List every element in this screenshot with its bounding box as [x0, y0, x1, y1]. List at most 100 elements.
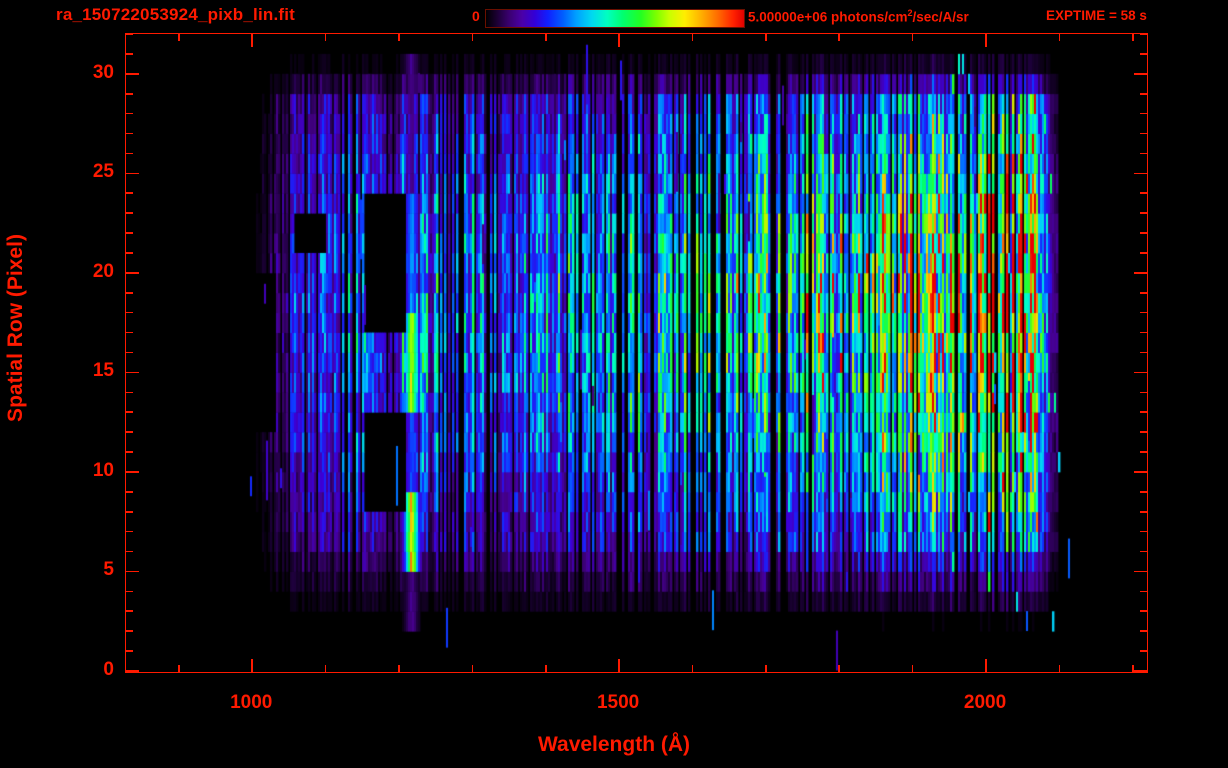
axis-tick — [1140, 411, 1147, 413]
axis-tick — [126, 53, 133, 55]
axis-tick — [126, 510, 133, 513]
axis-tick — [126, 451, 133, 453]
axis-tick — [126, 311, 133, 314]
axis-tick — [126, 33, 133, 35]
axis-tick — [126, 252, 133, 254]
axis-tick — [1134, 371, 1147, 374]
y-axis-tick-labels: 0 5 10 15 20 25 30 — [62, 33, 114, 680]
y-tick-label: 0 — [103, 659, 114, 680]
axis-tick — [398, 34, 400, 41]
axis-tick — [178, 665, 180, 672]
axis-tick — [126, 590, 133, 593]
y-axis-title: Spatial Row (Pixel) — [4, 234, 27, 422]
x-tick-label: 1000 — [230, 692, 273, 713]
axis-tick — [1140, 331, 1147, 334]
colorbar-gradient — [485, 9, 745, 28]
colorbar-max-value: 5.00000e+06 — [748, 9, 828, 25]
axis-tick — [126, 92, 133, 95]
axis-tick — [126, 630, 133, 632]
axis-tick — [251, 34, 253, 47]
axis-tick — [1140, 590, 1147, 593]
axis-tick — [618, 659, 620, 672]
axis-tick — [251, 659, 253, 672]
axis-tick — [126, 112, 133, 115]
axis-tick — [1131, 34, 1134, 41]
axis-tick — [1058, 34, 1061, 41]
axis-tick — [324, 34, 327, 41]
axis-tick — [1140, 650, 1147, 652]
y-tick-label: 25 — [92, 161, 114, 183]
axis-tick — [1140, 291, 1147, 294]
spectrogram-heatmap — [126, 34, 1146, 671]
axis-tick — [126, 530, 133, 533]
axis-tick — [126, 351, 133, 354]
y-tick-label: 5 — [103, 559, 114, 581]
axis-tick — [1140, 530, 1147, 533]
axis-tick — [126, 232, 133, 234]
axis-tick — [544, 665, 547, 672]
axis-tick — [126, 172, 139, 175]
axis-tick — [126, 471, 139, 473]
axis-tick — [1134, 471, 1147, 473]
colorbar-max-label: 5.00000e+06 photons/cm2/sec/A/sr — [748, 8, 969, 25]
axis-tick — [838, 665, 841, 672]
axis-tick — [1140, 630, 1147, 632]
axis-tick — [765, 34, 767, 41]
axis-tick — [691, 34, 694, 41]
axis-tick — [1140, 252, 1147, 254]
axis-tick — [126, 291, 133, 294]
axis-tick — [126, 73, 139, 75]
axis-tick — [126, 670, 139, 672]
axis-tick — [126, 610, 133, 613]
axis-tick — [126, 391, 133, 394]
x-axis-tick-labels: 1000 1500 2000 — [0, 692, 1228, 718]
axis-tick — [1140, 192, 1147, 195]
axis-tick — [1058, 665, 1061, 672]
axis-tick — [1140, 212, 1147, 214]
axis-tick — [1140, 92, 1147, 95]
colorbar-min-label: 0 — [472, 8, 480, 24]
colorbar-units-tail: /sec/A/sr — [912, 9, 969, 25]
axis-tick — [1134, 73, 1147, 75]
axis-tick — [1140, 610, 1147, 613]
axis-tick — [471, 665, 474, 672]
axis-tick — [126, 192, 133, 195]
axis-tick — [398, 665, 400, 672]
axis-tick — [1134, 172, 1147, 175]
axis-tick — [544, 34, 547, 41]
axis-tick — [1140, 510, 1147, 513]
axis-tick — [1140, 53, 1147, 55]
y-tick-label: 20 — [92, 260, 114, 282]
exptime-label: EXPTIME = 58 s — [1046, 8, 1147, 23]
x-axis-title: Wavelength (Å) — [537, 733, 691, 756]
file-title: ra_150722053924_pixb_lin.fit — [56, 5, 296, 24]
colorbar-units-exponent: 2 — [907, 8, 913, 18]
axis-tick — [1134, 670, 1147, 672]
colorbar-units-head: photons/cm — [827, 9, 908, 25]
axis-tick — [838, 34, 841, 41]
axis-tick — [178, 34, 180, 41]
axis-tick — [1140, 351, 1147, 354]
axis-tick — [985, 659, 987, 672]
axis-tick — [126, 550, 133, 553]
axis-tick — [1140, 311, 1147, 314]
axis-tick — [126, 491, 133, 493]
x-tick-label: 2000 — [963, 692, 1007, 713]
axis-tick — [324, 665, 327, 672]
axis-tick — [1140, 232, 1147, 234]
axis-tick — [1140, 391, 1147, 394]
axis-tick — [1140, 132, 1147, 135]
plot-frame — [125, 33, 1148, 673]
axis-tick — [471, 34, 474, 41]
axis-tick — [985, 34, 987, 47]
axis-tick — [1134, 570, 1147, 573]
axis-tick — [765, 665, 767, 672]
axis-tick — [1140, 451, 1147, 453]
y-tick-label: 10 — [92, 459, 114, 481]
x-tick-label: 1500 — [596, 692, 640, 713]
axis-tick — [911, 665, 914, 672]
axis-tick — [126, 132, 133, 135]
axis-tick — [126, 331, 133, 334]
axis-tick — [126, 152, 133, 155]
axis-tick — [1140, 112, 1147, 115]
